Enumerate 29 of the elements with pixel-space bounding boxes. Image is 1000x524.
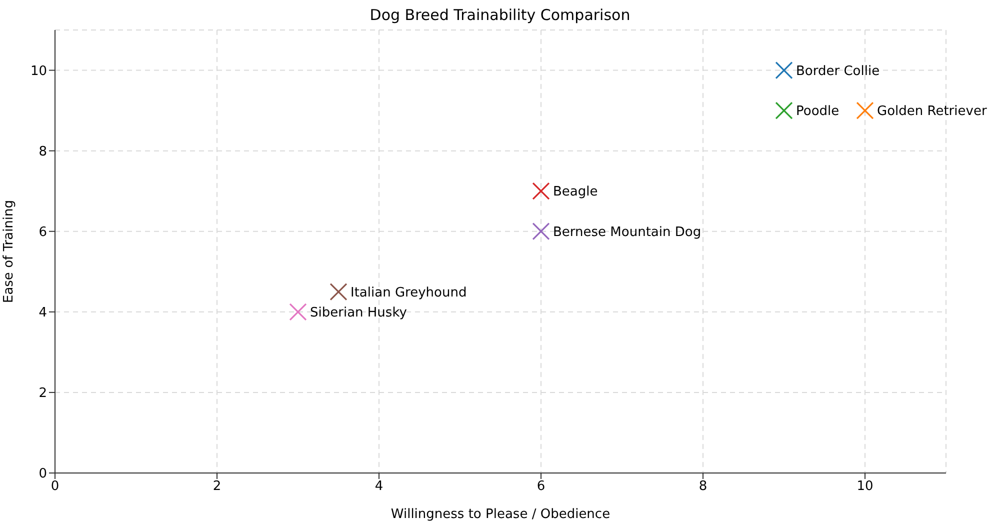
x-tick-label: 6 (536, 479, 546, 494)
y-tick-label: 2 (38, 386, 47, 402)
x-tick-label: 4 (374, 479, 384, 494)
point (775, 102, 793, 120)
point (856, 102, 874, 120)
point (330, 282, 348, 301)
series-label: Bernese Mountain Dog (553, 224, 702, 240)
point (532, 222, 550, 240)
x-tick-label: 0 (50, 479, 60, 494)
series-label: Poodle (796, 104, 840, 120)
x-tick-label: 8 (698, 479, 708, 494)
point (532, 182, 550, 200)
chart-title: Dog Breed Trainability Comparison (368, 6, 632, 24)
series-label: Siberian Husky (310, 305, 408, 320)
y-tick-label: 10 (30, 64, 47, 79)
point (775, 61, 793, 80)
y-axis-title: Ease of Training (2, 200, 17, 304)
series-label: Beagle (553, 184, 598, 200)
x-tick-label: 10 (856, 479, 874, 494)
x-tick-label: 2 (212, 479, 222, 494)
y-tick-label: 6 (38, 224, 47, 240)
y-tick-label: 4 (38, 306, 47, 321)
x-axis-title: Willingness to Please / Obedience (390, 507, 610, 522)
y-tick-label: 0 (38, 466, 47, 482)
series-label: Golden Retriever (877, 104, 988, 120)
y-tick-label: 8 (38, 144, 47, 160)
point (289, 303, 307, 321)
series-label: Border Collie (796, 64, 880, 79)
series-label: Italian Greyhound (350, 285, 467, 300)
